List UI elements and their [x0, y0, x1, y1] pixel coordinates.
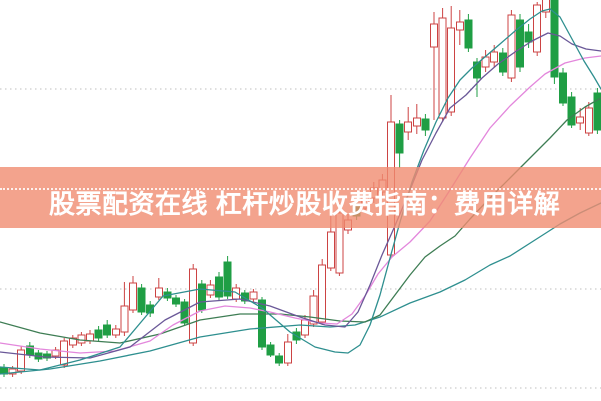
candle-body-down: [43, 353, 51, 359]
candle-body-up: [438, 17, 447, 119]
candle-body-down: [223, 261, 232, 297]
candle-body-down: [275, 355, 284, 364]
candle-body-up: [68, 337, 77, 346]
candle-body-down: [137, 287, 146, 313]
candle-body-down: [516, 19, 524, 68]
candle-body-up: [154, 287, 163, 298]
candle-body-down: [103, 324, 112, 336]
candle-body-up: [283, 341, 292, 364]
candle-body-down: [197, 283, 206, 311]
ma-teal-slow: [0, 202, 601, 375]
candle-body-up: [533, 4, 542, 53]
candle-body-up: [129, 282, 137, 311]
candle-body-down: [559, 72, 567, 104]
banner-title: 股票配资在线 杠杆炒股收费指南：费用详解: [49, 189, 561, 219]
candle-body-down: [240, 292, 249, 302]
title-banner: 股票配资在线 杠杆炒股收费指南：费用详解: [0, 167, 601, 228]
candle-body-up: [60, 340, 69, 366]
candle-body-up: [455, 21, 464, 31]
candle-body-down: [146, 304, 155, 314]
candle-body-up: [430, 23, 438, 48]
candle-body-up: [490, 51, 499, 63]
candle-body-up: [576, 116, 585, 124]
candle-body-up: [412, 117, 421, 127]
candle-body-down: [473, 61, 481, 79]
candle-body-up: [404, 121, 413, 133]
candle-body-up: [584, 107, 593, 134]
candle-body-up: [17, 349, 26, 372]
candle-body-down: [215, 276, 223, 298]
candle-body-up: [8, 368, 17, 375]
candle-body-up: [447, 27, 456, 113]
candle-body-down: [266, 344, 275, 356]
candle-body-down: [172, 297, 180, 305]
ma-purple: [0, 32, 601, 359]
candle-body-up: [318, 264, 327, 323]
candle-body-down: [421, 118, 430, 131]
candle-body-down: [550, 0, 559, 78]
candle-body-down: [180, 301, 189, 324]
candle-body-up: [301, 319, 309, 336]
candle-body-up: [541, 0, 550, 13]
candle-body-down: [524, 31, 533, 43]
candle-body-up: [120, 305, 129, 333]
candle-body-up: [111, 328, 120, 336]
candle-body-up: [77, 334, 86, 344]
candle-body-down: [94, 329, 103, 339]
candle-body-up: [326, 231, 335, 269]
candle-body-down: [567, 96, 576, 126]
candle-body-down: [258, 299, 266, 348]
candle-body-down: [395, 123, 404, 154]
candle-body-up: [309, 295, 318, 325]
candle-body-down: [464, 19, 473, 49]
ma-pink: [0, 55, 601, 354]
candle-body-up: [507, 14, 516, 79]
candle-body-up: [249, 291, 258, 300]
banner-gridline-overlay: [0, 188, 601, 190]
